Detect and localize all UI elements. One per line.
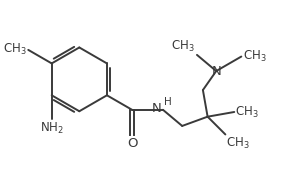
Text: CH$_3$: CH$_3$ [235, 104, 259, 120]
Text: O: O [127, 137, 137, 150]
Text: NH$_2$: NH$_2$ [40, 121, 64, 136]
Text: N: N [152, 102, 162, 115]
Text: CH$_3$: CH$_3$ [171, 39, 195, 54]
Text: CH$_3$: CH$_3$ [226, 135, 250, 151]
Text: N: N [211, 65, 221, 78]
Text: CH$_3$: CH$_3$ [3, 42, 26, 57]
Text: CH$_3$: CH$_3$ [243, 49, 267, 64]
Text: H: H [164, 97, 172, 107]
